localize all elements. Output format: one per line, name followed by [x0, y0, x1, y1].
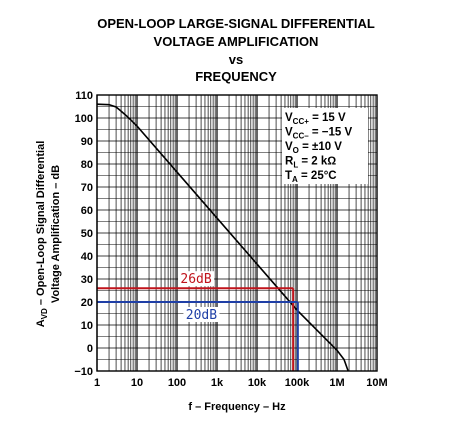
condition-symbol: V	[285, 112, 293, 124]
annotation-label: 26dB	[180, 272, 211, 287]
condition-line: VCC+ = 15 V	[285, 112, 346, 126]
condition-symbol: V	[285, 127, 293, 139]
gain-curve	[96, 103, 349, 372]
grid	[96, 94, 377, 372]
condition-line: VCC– = −15 V	[285, 127, 352, 141]
y-tick-label: 110	[75, 90, 93, 102]
annotation-label: 20dB	[186, 308, 217, 323]
x-axis-label: f – Frequency – Hz	[188, 401, 286, 413]
x-tick-label: 100	[168, 377, 186, 389]
y-tick-label: 70	[81, 182, 93, 194]
y-tick-label: 100	[75, 113, 93, 125]
y-tick-label: 50	[81, 228, 93, 240]
condition-value: = 2 kΩ	[298, 156, 336, 168]
chart-title-line-3: vs	[229, 52, 243, 67]
x-tick-label: 10k	[248, 377, 267, 389]
y-tick-label: 40	[81, 251, 93, 263]
condition-value: = −15 V	[309, 127, 353, 139]
condition-symbol: R	[285, 156, 294, 168]
chart-title-line-4: FREQUENCY	[195, 69, 277, 84]
chart-title-line-2: VOLTAGE AMPLIFICATION	[154, 34, 319, 49]
y-axis-symbol-sub: VD	[40, 308, 49, 319]
y-tick-label: 60	[81, 205, 93, 217]
x-tick-labels: 1 10 100 1k 10k 100k 1M 10M	[94, 377, 388, 389]
condition-subscript: CC–	[293, 132, 310, 141]
condition-value: = 25°C	[298, 170, 337, 182]
y-tick-label: 0	[87, 343, 93, 355]
annotation-label-bg	[183, 307, 220, 322]
condition-line: RL = 2 kΩ	[285, 156, 336, 170]
condition-symbol: T	[285, 170, 292, 182]
condition-subscript: CC+	[293, 117, 310, 126]
y-tick-label: 90	[81, 136, 93, 148]
y-tick-label: −10	[74, 366, 93, 378]
condition-line: TA = 25°C	[285, 170, 337, 184]
condition-value: = ±10 V	[299, 141, 342, 153]
condition-subscript: O	[293, 146, 299, 155]
condition-symbol: V	[285, 141, 293, 153]
y-tick-label: 20	[81, 297, 93, 309]
annotation-label-bg	[178, 271, 215, 287]
conditions-box	[282, 108, 368, 184]
y-tick-label: 10	[81, 320, 93, 332]
x-tick-label: 10M	[366, 377, 387, 389]
y-axis-label-text: – Open-Loop Signal Differential	[35, 141, 47, 308]
condition-subscript: L	[293, 161, 298, 170]
y-axis-label-line-1: AVD – Open-Loop Signal Differential	[35, 141, 49, 328]
annotations: 26dB 20dB	[97, 271, 299, 371]
x-tick-label: 10	[131, 377, 143, 389]
plot-frame	[96, 94, 378, 372]
y-axis-label-line-2: Voltage Amplification – dB	[50, 165, 62, 303]
condition-line: VO = ±10 V	[285, 141, 342, 155]
y-tick-label: 30	[81, 274, 93, 286]
condition-subscript: A	[292, 175, 298, 184]
x-tick-label: 1k	[211, 377, 224, 389]
y-tick-label: 80	[81, 159, 93, 171]
x-tick-label: 100k	[285, 377, 310, 389]
y-axis-symbol: A	[35, 319, 47, 327]
x-tick-label: 1M	[329, 377, 344, 389]
x-tick-label: 1	[94, 377, 100, 389]
condition-value: = 15 V	[309, 112, 346, 124]
chart-title-line-1: OPEN-LOOP LARGE-SIGNAL DIFFERENTIAL	[97, 16, 375, 31]
